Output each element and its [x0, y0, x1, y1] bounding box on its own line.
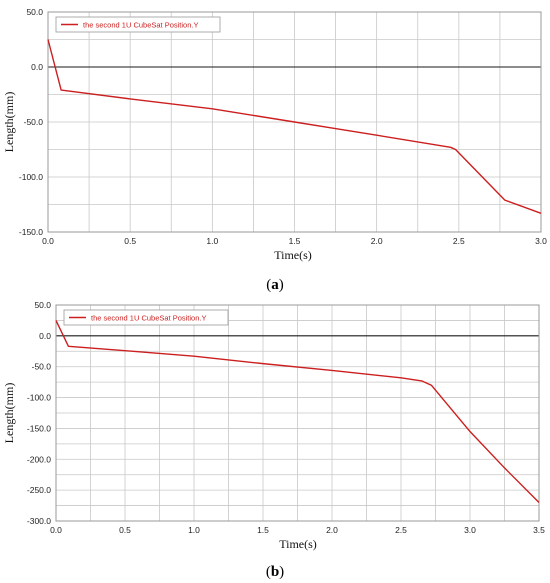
x-tick-label: 1.5 [289, 236, 301, 246]
caption-letter: b [271, 564, 279, 580]
y-tick-label: -100.0 [19, 172, 43, 182]
caption-label: (a) [266, 277, 284, 293]
y-tick-label: -300.0 [27, 516, 51, 526]
y-tick-label: 0.0 [31, 62, 43, 72]
y-tick-label: -200.0 [27, 454, 51, 464]
x-tick-label: 1.0 [188, 525, 200, 535]
y-tick-label: -50.0 [24, 117, 44, 127]
y-axis-label: Length(mm) [2, 383, 16, 444]
legend: the second 1U CubeSat Position.Y [55, 16, 221, 33]
legend-box [55, 16, 221, 33]
y-tick-label: -100.0 [27, 393, 51, 403]
x-tick-label: 0.0 [50, 525, 62, 535]
plot-frame [55, 304, 540, 522]
x-axis-label: Time(s) [274, 248, 312, 262]
tick-labels: 0.0 0.5 1.0 1.5 2.0 2.5 3.0 50.0 0.0 -50.0 -100.0 -… [19, 7, 547, 246]
y-tick-label: -150.0 [19, 227, 43, 237]
y-tick-label: 50.0 [34, 300, 51, 310]
x-tick-label: 3.0 [464, 525, 476, 535]
chart-a: 0.0 0.5 1.0 1.5 2.0 2.5 3.0 50.0 0.0 -50.0 -100.0 -… [2, 7, 547, 293]
legend-label: the second 1U CubeSat Position.Y [83, 21, 199, 30]
plot-frame [47, 11, 542, 233]
x-tick-label: 2.5 [453, 236, 465, 246]
chart-b: 0.0 0.5 1.0 1.5 2.0 2.5 3.0 3.5 50.0 0.0 -50.0 -100… [2, 300, 545, 580]
x-tick-label: 0.5 [124, 236, 136, 246]
y-tick-label: -250.0 [27, 485, 51, 495]
y-tick-label: -50.0 [32, 362, 52, 372]
y-tick-label: -150.0 [27, 423, 51, 433]
x-tick-label: 0.0 [42, 236, 54, 246]
x-tick-label: 0.5 [119, 525, 131, 535]
y-axis-label: Length(mm) [2, 92, 16, 153]
series-lines [47, 39, 542, 214]
series-line [47, 39, 542, 214]
series-lines [55, 320, 540, 503]
x-tick-label: 2.0 [326, 525, 338, 535]
x-axis-label: Time(s) [279, 537, 317, 551]
legend: the second 1U CubeSat Position.Y [63, 309, 229, 326]
x-tick-label: 1.5 [257, 525, 269, 535]
series-line [55, 320, 540, 503]
legend-label: the second 1U CubeSat Position.Y [91, 314, 207, 323]
x-tick-label: 3.5 [533, 525, 545, 535]
grid [56, 305, 539, 521]
legend-box [63, 309, 229, 326]
y-tick-label: 50.0 [26, 7, 43, 17]
caption-letter: a [271, 277, 279, 293]
x-tick-label: 1.0 [206, 236, 218, 246]
x-tick-label: 2.5 [395, 525, 407, 535]
x-tick-label: 2.0 [371, 236, 383, 246]
y-tick-label: 0.0 [39, 331, 51, 341]
tick-labels: 0.0 0.5 1.0 1.5 2.0 2.5 3.0 3.5 50.0 0.0 -50.0 -100… [27, 300, 545, 535]
caption-label: (b) [266, 564, 284, 580]
x-tick-label: 3.0 [535, 236, 547, 246]
